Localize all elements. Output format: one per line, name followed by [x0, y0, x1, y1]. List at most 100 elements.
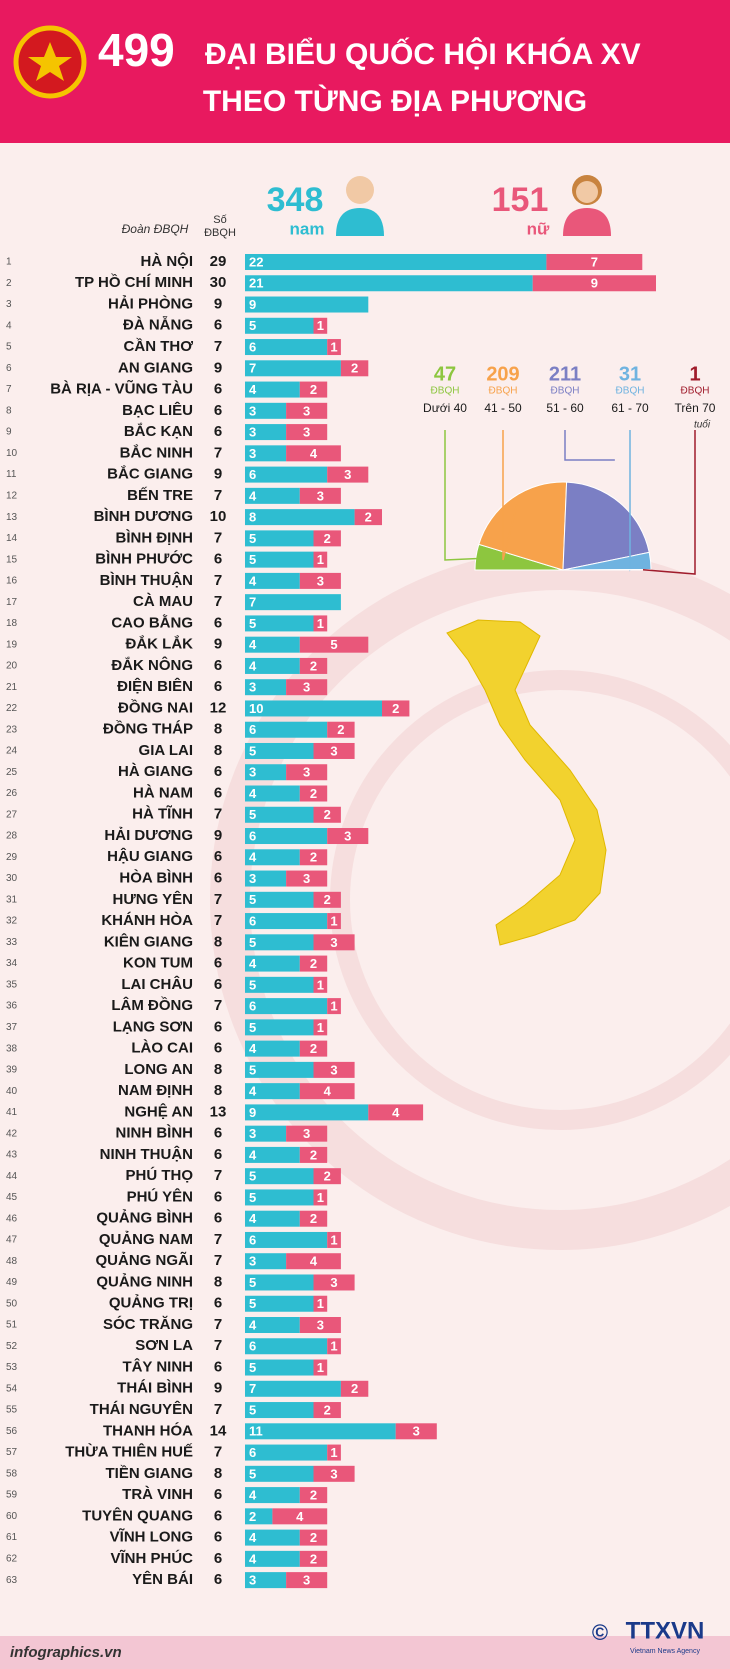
category-label: BÌNH PHƯỚC	[95, 550, 193, 568]
bar	[245, 487, 300, 504]
bar	[245, 998, 328, 1015]
male-label: nam	[290, 219, 325, 238]
value-label: 4	[249, 1084, 257, 1099]
bar	[327, 721, 355, 738]
value-label: 4	[249, 1317, 257, 1332]
category-label: ĐẮK NÔNG	[111, 656, 193, 674]
value-label: 5	[249, 1190, 256, 1205]
total-label: 7	[214, 593, 222, 610]
row-number: 39	[6, 1065, 18, 1076]
bar	[245, 657, 300, 674]
total-label: 9	[214, 827, 222, 844]
total-label: 6	[214, 402, 222, 419]
male-icon	[336, 176, 384, 236]
column-header: Đoàn ĐBQH	[122, 222, 189, 236]
value-label: 4	[249, 956, 257, 971]
value-label: 3	[249, 1126, 256, 1141]
row-number: 12	[6, 491, 18, 502]
source: infographics.vn	[10, 1644, 122, 1661]
value-label: 5	[249, 977, 256, 992]
row-number: 31	[6, 894, 18, 905]
value-label: 4	[249, 1147, 257, 1162]
bar	[245, 551, 314, 568]
row-number: 18	[6, 618, 18, 629]
value-label: 5	[249, 1466, 256, 1481]
total-label: 6	[214, 1550, 222, 1567]
bar	[327, 913, 341, 930]
total-label: 7	[214, 806, 222, 823]
category-label: VĨNH LONG	[110, 1528, 193, 1546]
total-label: 10	[210, 508, 227, 525]
value-label: 3	[303, 680, 310, 695]
female-icon	[563, 175, 611, 236]
bar	[245, 1146, 300, 1163]
total-label: 6	[214, 1146, 222, 1163]
category-label: BẮC NINH	[120, 443, 193, 461]
category-label: NINH THUẬN	[100, 1145, 193, 1163]
value-label: 6	[249, 339, 256, 354]
bar	[327, 339, 341, 356]
value-label: 8	[249, 510, 256, 525]
bar	[245, 742, 314, 759]
value-label: 2	[365, 510, 372, 525]
total-label: 8	[214, 742, 222, 759]
bar	[327, 828, 369, 845]
category-label: CAO BẰNG	[111, 613, 193, 631]
value-label: 2	[310, 1211, 317, 1226]
total-label: 8	[214, 933, 222, 950]
value-label: 5	[249, 1402, 256, 1417]
category-label: KHÁNH HÒA	[101, 911, 193, 929]
row-number: 60	[6, 1511, 18, 1522]
row-number: 2	[6, 278, 12, 289]
total-label: 7	[214, 1337, 222, 1354]
pie-unit: ĐBQH	[431, 386, 460, 397]
value-label: 5	[249, 935, 256, 950]
row-number: 26	[6, 788, 18, 799]
total-label: 13	[210, 1103, 227, 1120]
row-number: 46	[6, 1213, 18, 1224]
category-label: VĨNH PHÚC	[110, 1549, 193, 1567]
row-number: 16	[6, 576, 18, 587]
bar	[245, 1189, 314, 1206]
value-label: 5	[249, 531, 256, 546]
bar	[245, 615, 314, 632]
value-label: 3	[303, 765, 310, 780]
bar	[313, 1295, 328, 1312]
value-label: 1	[317, 977, 324, 992]
male-count: 348	[267, 181, 324, 219]
bar	[245, 1529, 300, 1546]
category-label: LÂM ĐỒNG	[111, 996, 193, 1014]
value-label: 5	[249, 1360, 256, 1375]
total-label: 6	[214, 1018, 222, 1035]
bar	[245, 594, 341, 611]
row-number: 5	[6, 342, 12, 353]
total-label: 6	[214, 1188, 222, 1205]
row-number: 27	[6, 809, 18, 820]
value-label: 3	[303, 871, 310, 886]
category-label: AN GIANG	[118, 359, 193, 376]
bar	[313, 742, 355, 759]
total-label: 6	[214, 870, 222, 887]
total-label: 6	[214, 955, 222, 972]
category-label: BẮC GIANG	[107, 465, 193, 483]
bar	[245, 1061, 314, 1078]
total-label: 8	[214, 1061, 222, 1078]
bar	[299, 657, 328, 674]
row-number: 28	[6, 831, 18, 842]
value-label: 1	[330, 913, 337, 928]
footer-bg	[0, 1636, 730, 1669]
count: 499	[98, 24, 175, 76]
row-number: 11	[6, 469, 17, 480]
row-number: 35	[6, 979, 18, 990]
category-label: NGHỆ AN	[124, 1102, 193, 1120]
value-label: 4	[249, 1551, 257, 1566]
value-label: 5	[249, 743, 256, 758]
total-label: 6	[214, 1040, 222, 1057]
bar	[395, 1423, 437, 1440]
category-label: KIÊN GIANG	[104, 932, 193, 950]
row-number: 43	[6, 1150, 18, 1161]
map	[446, 619, 607, 946]
value-label: 3	[330, 743, 337, 758]
bar	[340, 360, 369, 377]
total-label: 8	[214, 1082, 222, 1099]
